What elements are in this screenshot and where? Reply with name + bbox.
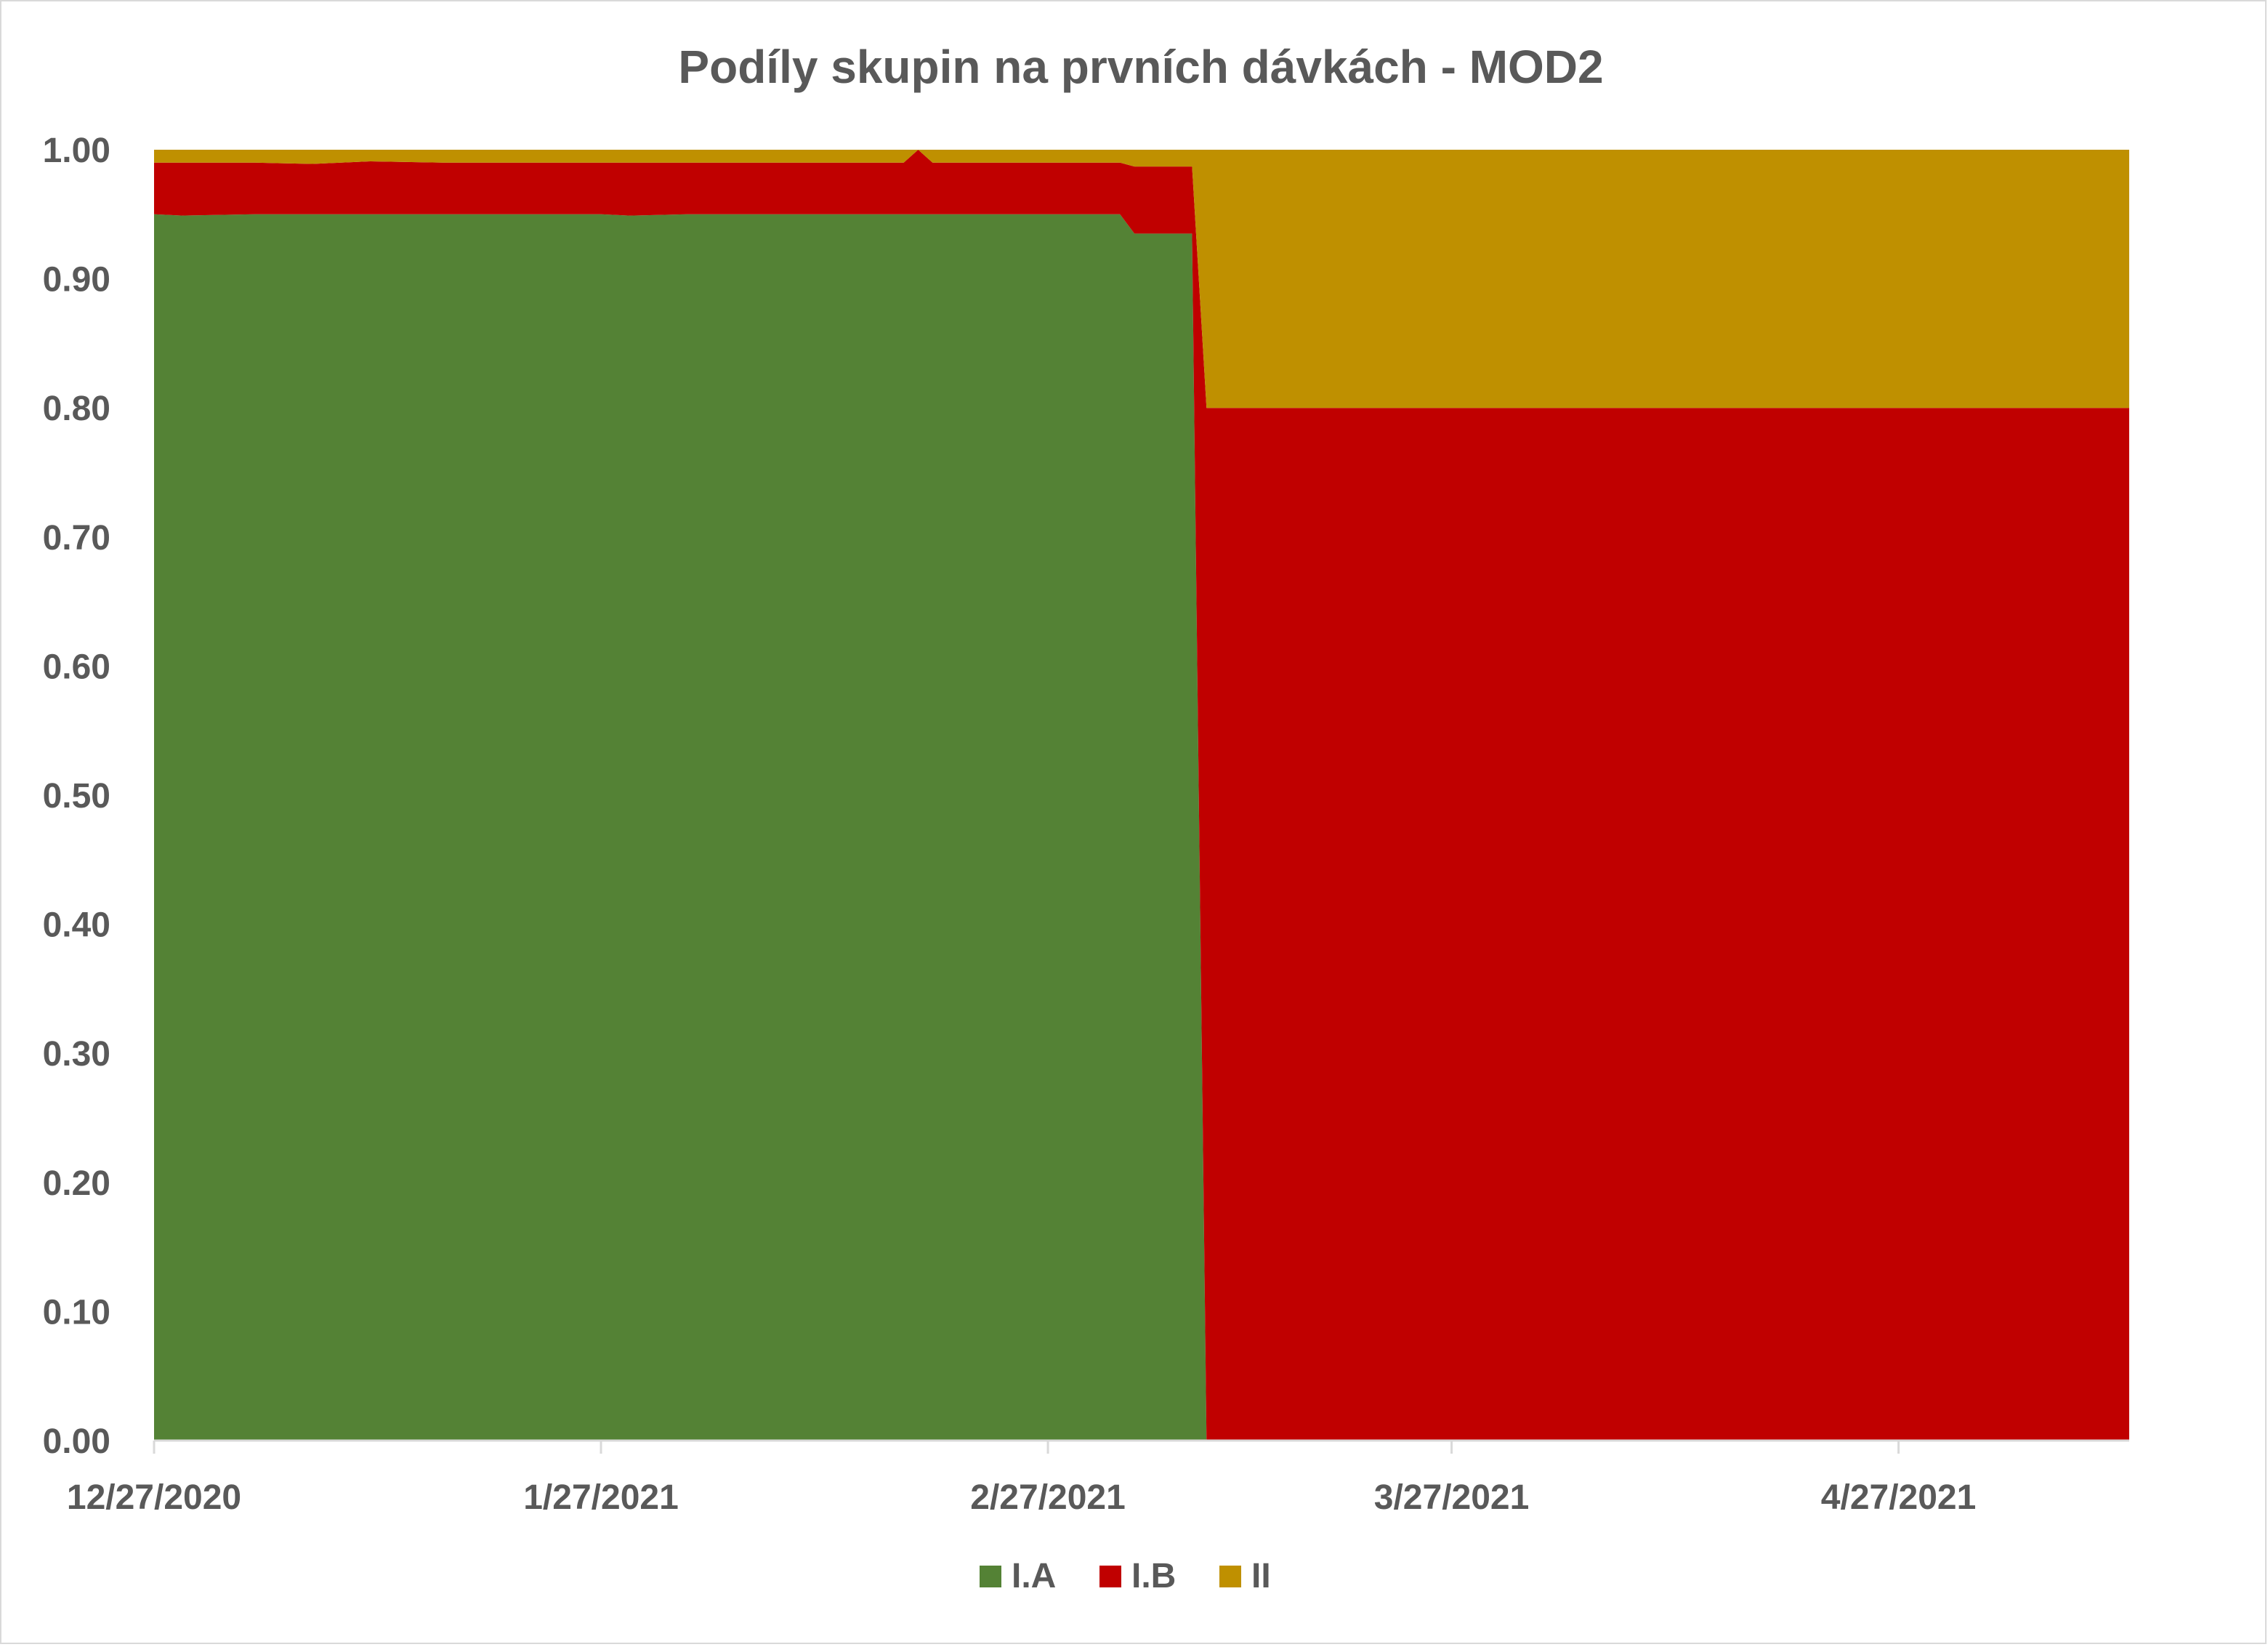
chart-title: Podíly skupin na prvních dávkách - MOD2 bbox=[678, 41, 1603, 93]
y-tick-label: 1.00 bbox=[43, 132, 110, 170]
legend: I.A I.B II bbox=[980, 1557, 1271, 1595]
x-tick-label: 2/27/2021 bbox=[970, 1478, 1126, 1517]
x-tick-label: 3/27/2021 bbox=[1374, 1478, 1530, 1517]
area-series-i-a bbox=[154, 214, 2129, 1441]
legend-swatch bbox=[980, 1566, 1001, 1587]
y-tick-label: 0.00 bbox=[43, 1422, 110, 1461]
x-axis-ticks: 12/27/2020 1/27/2021 2/27/2021 3/27/2021 4/2… bbox=[67, 1441, 1976, 1517]
x-tick-label: 4/27/2021 bbox=[1821, 1478, 1977, 1517]
y-tick-label: 0.70 bbox=[43, 519, 110, 557]
y-tick-label: 0.60 bbox=[43, 648, 110, 686]
area-series-i-b bbox=[154, 150, 2129, 1441]
y-tick-label: 0.90 bbox=[43, 261, 110, 299]
legend-swatch bbox=[1219, 1566, 1241, 1587]
legend-label: I.B bbox=[1131, 1557, 1176, 1595]
x-tick-label: 12/27/2020 bbox=[67, 1478, 241, 1517]
y-tick-label: 0.20 bbox=[43, 1164, 110, 1203]
plot-areas bbox=[154, 150, 2129, 1441]
y-tick-label: 0.40 bbox=[43, 906, 110, 945]
y-tick-label: 0.80 bbox=[43, 390, 110, 428]
y-axis-ticks: 0.00 0.10 0.20 0.30 0.40 0.50 0.60 0.70 0.80 0.90… bbox=[43, 132, 110, 1461]
area-series-ii bbox=[154, 150, 2129, 408]
y-tick-label: 0.50 bbox=[43, 777, 110, 816]
legend-swatch bbox=[1099, 1566, 1121, 1587]
x-tick-label: 1/27/2021 bbox=[523, 1478, 679, 1517]
y-tick-label: 0.10 bbox=[43, 1293, 110, 1332]
y-tick-label: 0.30 bbox=[43, 1035, 110, 1074]
legend-label: II bbox=[1251, 1557, 1271, 1595]
legend-label: I.A bbox=[1012, 1557, 1056, 1595]
